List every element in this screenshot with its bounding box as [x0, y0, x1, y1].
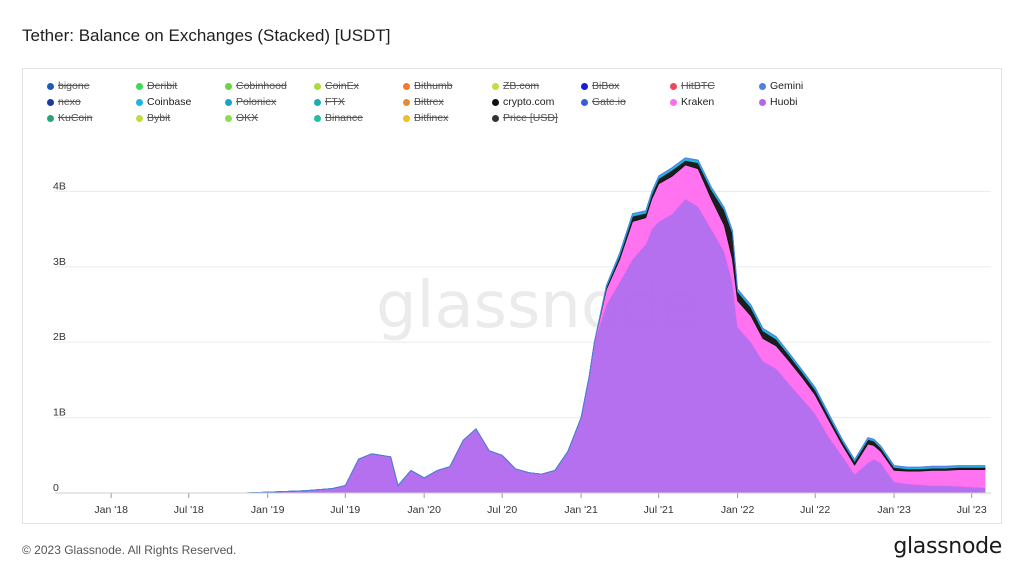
legend-item-ftx[interactable]: FTX — [314, 95, 403, 110]
x-tick-label: Jan '23 — [877, 504, 911, 516]
x-tick-label: Jul '18 — [174, 504, 204, 516]
legend-item-crypto-com[interactable]: crypto.com — [492, 95, 581, 110]
legend-label: Gate.io — [592, 96, 626, 108]
glassnode-logo[interactable]: glassnode — [893, 534, 1002, 559]
legend-swatch — [581, 83, 588, 90]
x-tick-label: Jul '21 — [644, 504, 674, 516]
legend-swatch — [136, 115, 143, 122]
legend-item-cobinhood[interactable]: Cobinhood — [225, 79, 314, 94]
legend-label: Cobinhood — [236, 80, 287, 92]
legend-item-zb-com[interactable]: ZB.com — [492, 79, 581, 94]
legend-item-bitfinex[interactable]: Bitfinex — [403, 111, 492, 126]
legend-swatch — [759, 83, 766, 90]
legend-label: bigone — [58, 80, 90, 92]
legend-item-deribit[interactable]: Deribit — [136, 79, 225, 94]
legend-label: CoinEx — [325, 80, 359, 92]
legend-swatch — [314, 83, 321, 90]
x-tick-label: Jul '20 — [487, 504, 517, 516]
legend-label: ZB.com — [503, 80, 540, 92]
legend-swatch — [225, 99, 232, 106]
legend-label: Deribit — [147, 80, 178, 92]
legend-label: crypto.com — [503, 96, 555, 108]
legend-label: Huobi — [770, 96, 798, 108]
legend-item-bybit[interactable]: Bybit — [136, 111, 225, 126]
legend-item-price-usd[interactable]: Price [USD] — [492, 111, 581, 126]
y-tick-label: 3B — [53, 256, 66, 268]
legend-item-bithumb[interactable]: Bithumb — [403, 79, 492, 94]
legend-item-hitbtc[interactable]: HitBTC — [670, 79, 759, 94]
legend-item-gate-io[interactable]: Gate.io — [581, 95, 670, 110]
x-tick-label: Jul '19 — [330, 504, 360, 516]
legend-swatch — [225, 83, 232, 90]
legend-item-bigone[interactable]: bigone — [47, 79, 136, 94]
x-tick-label: Jan '20 — [407, 504, 441, 516]
legend-swatch — [225, 115, 232, 122]
legend-item-binance[interactable]: Binance — [314, 111, 403, 126]
legend-label: Bybit — [147, 112, 171, 124]
legend-label: HitBTC — [681, 80, 715, 92]
x-tick-label: Jan '22 — [721, 504, 755, 516]
legend-item-kucoin[interactable]: KuCoin — [47, 111, 136, 126]
x-tick-label: Jan '18 — [94, 504, 128, 516]
copyright-text: © 2023 Glassnode. All Rights Reserved. — [22, 543, 237, 557]
chart-panel: glassnode 0 1B 2B 3B 4B Jan '18 Jul '18 Jan '19 J… — [22, 68, 1002, 524]
legend-swatch — [492, 83, 499, 90]
legend-item-gemini[interactable]: Gemini — [759, 79, 848, 94]
legend-swatch — [403, 83, 410, 90]
legend-label: OKX — [236, 112, 259, 124]
legend-swatch — [492, 99, 499, 106]
legend-swatch — [403, 115, 410, 122]
legend-swatch — [47, 83, 54, 90]
legend-swatch — [136, 99, 143, 106]
legend-label: Price [USD] — [503, 112, 558, 124]
legend-swatch — [581, 99, 588, 106]
y-tick-label: 1B — [53, 407, 66, 419]
legend-item-coinbase[interactable]: Coinbase — [136, 95, 225, 110]
legend-swatch — [136, 83, 143, 90]
legend-label: Poloniex — [236, 96, 277, 108]
legend-swatch — [403, 99, 410, 106]
legend-item-bittrex[interactable]: Bittrex — [403, 95, 492, 110]
legend-swatch — [670, 83, 677, 90]
area-series-gemini — [241, 157, 986, 494]
chart-title: Tether: Balance on Exchanges (Stacked) [… — [22, 26, 391, 45]
legend-item-okx[interactable]: OKX — [225, 111, 314, 126]
x-tick-label: Jul '23 — [957, 504, 987, 516]
x-tick-label: Jul '22 — [800, 504, 830, 516]
y-tick-label: 4B — [53, 180, 66, 192]
legend-swatch — [314, 115, 321, 122]
legend-item-poloniex[interactable]: Poloniex — [225, 95, 314, 110]
legend-label: Bithumb — [414, 80, 453, 92]
x-tick-label: Jan '19 — [251, 504, 285, 516]
legend-label: Kraken — [681, 96, 715, 108]
legend-swatch — [47, 99, 54, 106]
legend-label: BiBox — [592, 80, 620, 92]
legend-swatch — [314, 99, 321, 106]
x-tick-label: Jan '21 — [564, 504, 598, 516]
legend-swatch — [759, 99, 766, 106]
legend-item-kraken[interactable]: Kraken — [670, 95, 759, 110]
legend-item-huobi[interactable]: Huobi — [759, 95, 848, 110]
legend-label: Bittrex — [414, 96, 444, 108]
legend-swatch — [670, 99, 677, 106]
legend-label: nexo — [58, 96, 81, 108]
legend-item-bibox[interactable]: BiBox — [581, 79, 670, 94]
legend-label: FTX — [325, 96, 345, 108]
legend-item-nexo[interactable]: nexo — [47, 95, 136, 110]
legend-label: Binance — [325, 112, 363, 124]
y-tick-label: 0 — [53, 482, 59, 494]
legend-label: Bitfinex — [414, 112, 449, 124]
legend-swatch — [492, 115, 499, 122]
chart-legend: bigone Deribit Cobinhood CoinEx Bithumb ZB.co… — [47, 79, 947, 126]
legend-label: Coinbase — [147, 96, 192, 108]
legend-swatch — [47, 115, 54, 122]
legend-label: Gemini — [770, 80, 804, 92]
legend-label: KuCoin — [58, 112, 93, 124]
legend-item-coinex[interactable]: CoinEx — [314, 79, 403, 94]
y-tick-label: 2B — [53, 331, 66, 343]
